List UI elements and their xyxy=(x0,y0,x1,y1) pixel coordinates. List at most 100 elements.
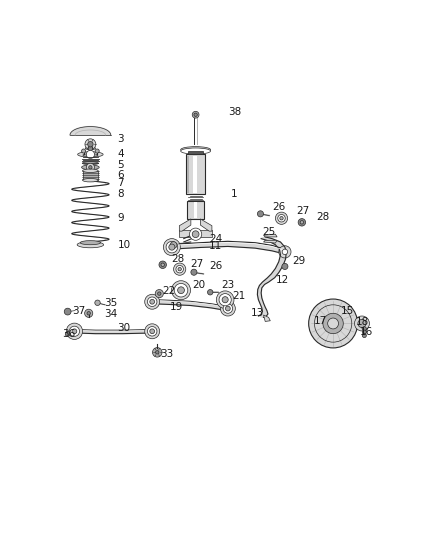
Text: 3: 3 xyxy=(117,134,124,144)
Text: 25: 25 xyxy=(262,227,275,237)
Circle shape xyxy=(173,263,186,275)
Circle shape xyxy=(282,249,288,255)
Polygon shape xyxy=(264,315,270,321)
Text: 29: 29 xyxy=(293,256,306,266)
Polygon shape xyxy=(264,234,277,237)
Circle shape xyxy=(278,214,285,222)
FancyBboxPatch shape xyxy=(187,156,189,193)
Polygon shape xyxy=(153,300,227,311)
Text: 35: 35 xyxy=(104,298,117,308)
Text: 1: 1 xyxy=(231,190,238,199)
Circle shape xyxy=(358,319,366,328)
Text: 10: 10 xyxy=(117,240,131,251)
Text: 13: 13 xyxy=(251,308,264,318)
Text: 27: 27 xyxy=(191,259,204,269)
Circle shape xyxy=(258,211,264,217)
Text: 24: 24 xyxy=(209,233,223,244)
Text: 27: 27 xyxy=(296,206,309,216)
Circle shape xyxy=(65,332,70,336)
Circle shape xyxy=(276,212,288,224)
Text: 18: 18 xyxy=(356,317,369,327)
Circle shape xyxy=(72,329,77,334)
Circle shape xyxy=(191,269,197,275)
Polygon shape xyxy=(170,241,286,254)
Text: 26: 26 xyxy=(209,261,223,271)
Circle shape xyxy=(362,330,366,334)
Circle shape xyxy=(172,281,191,300)
FancyBboxPatch shape xyxy=(187,201,204,219)
Text: 8: 8 xyxy=(117,190,124,199)
Polygon shape xyxy=(70,127,111,135)
Ellipse shape xyxy=(83,179,98,182)
Text: 12: 12 xyxy=(276,275,289,285)
Circle shape xyxy=(66,323,83,340)
Circle shape xyxy=(279,246,291,258)
Text: 37: 37 xyxy=(72,305,86,316)
Circle shape xyxy=(169,244,175,250)
Ellipse shape xyxy=(83,169,98,172)
Text: 23: 23 xyxy=(221,280,234,290)
Text: 28: 28 xyxy=(171,254,184,264)
Circle shape xyxy=(280,216,283,220)
Circle shape xyxy=(85,139,96,150)
Circle shape xyxy=(219,294,231,306)
FancyBboxPatch shape xyxy=(186,155,205,195)
Circle shape xyxy=(226,306,230,311)
Circle shape xyxy=(88,142,93,147)
Text: 33: 33 xyxy=(160,349,173,359)
Text: 28: 28 xyxy=(316,212,329,222)
Polygon shape xyxy=(75,329,152,334)
Circle shape xyxy=(95,300,100,305)
Circle shape xyxy=(170,241,177,248)
Circle shape xyxy=(192,231,199,238)
Circle shape xyxy=(150,329,155,334)
Text: 26: 26 xyxy=(272,203,285,212)
Circle shape xyxy=(145,324,159,339)
Text: 38: 38 xyxy=(228,107,241,117)
Text: 20: 20 xyxy=(192,280,205,290)
Polygon shape xyxy=(258,237,286,317)
Text: 4: 4 xyxy=(117,149,124,159)
Circle shape xyxy=(300,221,304,224)
Text: 15: 15 xyxy=(341,305,354,316)
Circle shape xyxy=(88,146,93,151)
Circle shape xyxy=(178,268,181,271)
FancyBboxPatch shape xyxy=(83,171,98,180)
Ellipse shape xyxy=(83,154,98,157)
Text: 30: 30 xyxy=(117,322,131,333)
Circle shape xyxy=(222,297,228,303)
Text: 21: 21 xyxy=(232,292,245,301)
Ellipse shape xyxy=(78,152,103,157)
Circle shape xyxy=(86,150,95,158)
Ellipse shape xyxy=(82,162,99,165)
FancyBboxPatch shape xyxy=(193,156,197,193)
Polygon shape xyxy=(264,240,277,243)
Text: 6: 6 xyxy=(117,170,124,180)
Circle shape xyxy=(194,113,197,116)
Ellipse shape xyxy=(81,165,99,169)
Circle shape xyxy=(86,163,95,172)
Text: 5: 5 xyxy=(117,159,124,169)
Circle shape xyxy=(176,265,184,273)
Text: 16: 16 xyxy=(360,327,374,337)
Circle shape xyxy=(354,316,369,331)
Circle shape xyxy=(174,284,188,297)
Circle shape xyxy=(192,111,199,118)
Text: 11: 11 xyxy=(209,241,223,252)
Circle shape xyxy=(152,348,162,357)
Circle shape xyxy=(362,327,366,331)
Circle shape xyxy=(309,299,357,348)
FancyBboxPatch shape xyxy=(179,230,212,237)
Circle shape xyxy=(216,291,234,309)
Circle shape xyxy=(158,292,161,295)
Ellipse shape xyxy=(77,241,104,248)
Circle shape xyxy=(298,219,306,226)
Circle shape xyxy=(148,297,157,306)
Text: 19: 19 xyxy=(170,302,184,311)
Circle shape xyxy=(87,312,90,315)
Circle shape xyxy=(178,287,184,294)
Polygon shape xyxy=(200,219,212,231)
Text: 7: 7 xyxy=(117,178,124,188)
FancyBboxPatch shape xyxy=(188,151,203,155)
Circle shape xyxy=(150,300,155,304)
